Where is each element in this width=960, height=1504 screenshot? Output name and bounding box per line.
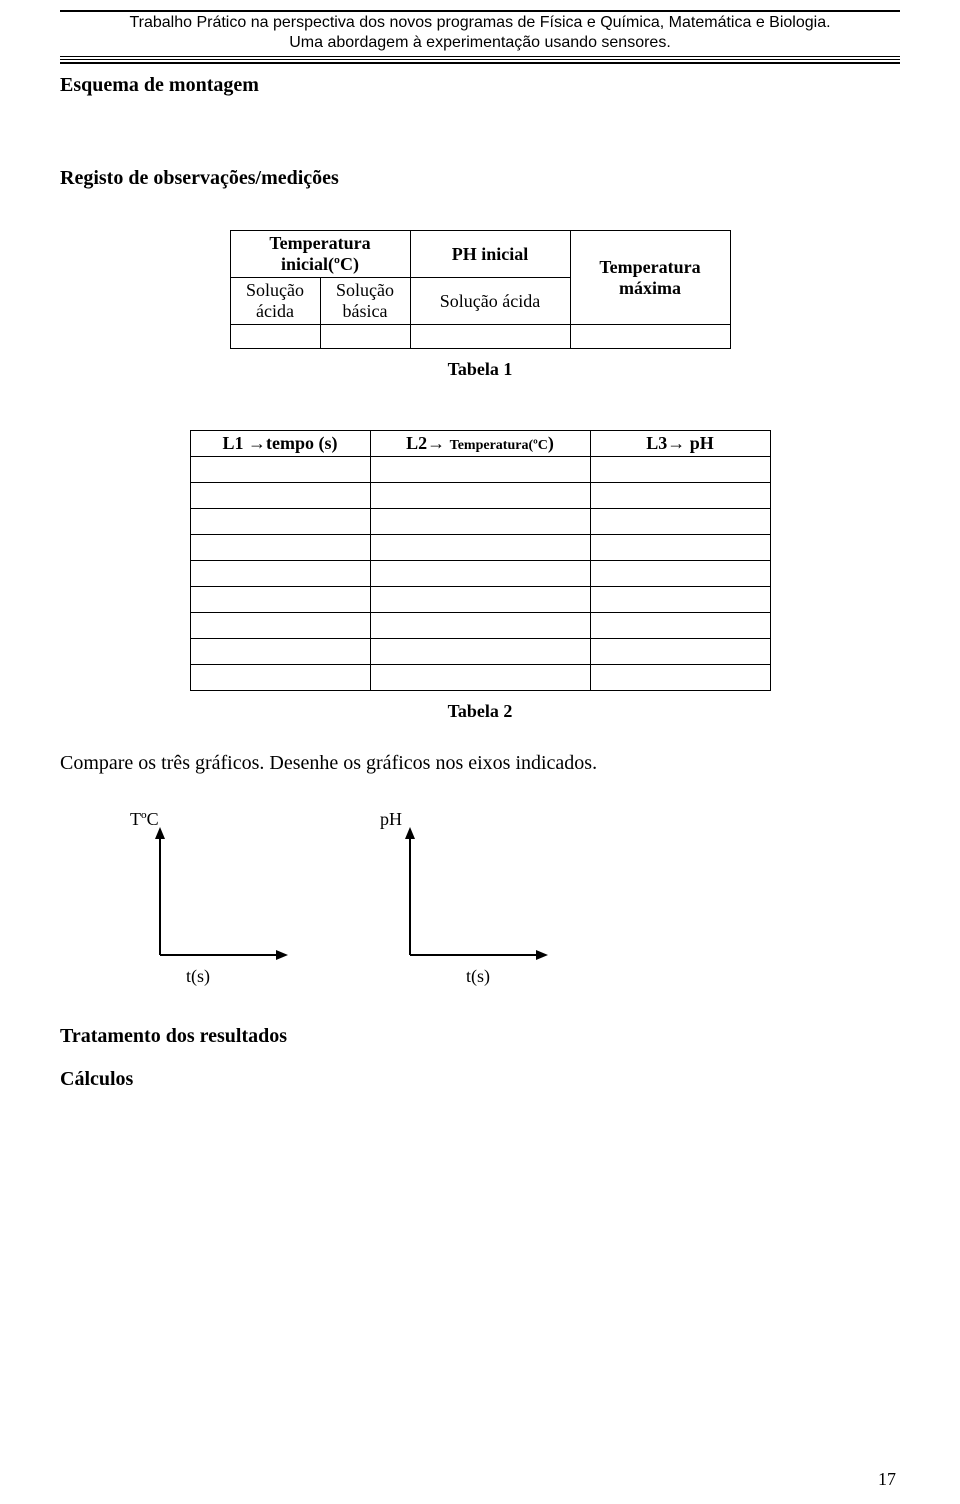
table2-container: L1 →tempo (s) L2→ Temperatura(ºC) L3→ pH	[60, 430, 900, 691]
t1-sub-ph-sol-acida: Solução ácida	[410, 278, 570, 325]
axis-right: pH t(s)	[360, 815, 560, 985]
t2-cell	[590, 535, 770, 561]
t2-cell	[590, 587, 770, 613]
axis-right-x-label: t(s)	[466, 966, 490, 987]
t1-header-ph-inicial: PH inicial	[410, 231, 570, 278]
page-number: 17	[878, 1469, 896, 1490]
t2-cell	[590, 613, 770, 639]
t2-cell	[590, 509, 770, 535]
t1-sub-sol-basica: Solução básica	[320, 278, 410, 325]
table-row	[190, 639, 770, 665]
t2-cell	[190, 665, 370, 691]
t2-cell	[190, 535, 370, 561]
table1-caption: Tabela 1	[60, 359, 900, 380]
axis-right-svg	[360, 815, 560, 985]
t1-cell	[570, 325, 730, 349]
calc-title: Cálculos	[60, 1068, 900, 1091]
t1-sub-sol-acida: Solução ácida	[230, 278, 320, 325]
t2-cell	[370, 587, 590, 613]
table-row	[190, 665, 770, 691]
t2-header-l2: L2→ Temperatura(ºC)	[370, 431, 590, 457]
t2-header-l3: L3→ pH	[590, 431, 770, 457]
axes-row: TºC t(s) pH t(s)	[100, 815, 900, 985]
t2-cell	[370, 639, 590, 665]
t2-cell	[370, 457, 590, 483]
axis-right-y-label: pH	[380, 809, 402, 830]
section-esquema-title: Esquema de montagem	[60, 74, 900, 97]
table-row	[190, 509, 770, 535]
t1-cell	[230, 325, 320, 349]
table-row	[190, 457, 770, 483]
compare-text: Compare os três gráficos. Desenhe os grá…	[60, 752, 900, 775]
t2-header-l1: L1 →tempo (s)	[190, 431, 370, 457]
table2-caption: Tabela 2	[60, 701, 900, 722]
t2-cell	[190, 613, 370, 639]
axis-left: TºC t(s)	[100, 815, 300, 985]
t1-cell	[320, 325, 410, 349]
table-row	[190, 483, 770, 509]
table1: Temperatura inicial(ºC) PH inicial Tempe…	[230, 230, 731, 349]
t2-cell	[590, 457, 770, 483]
t2-cell	[370, 509, 590, 535]
header-rule	[60, 59, 900, 60]
t2-cell	[370, 665, 590, 691]
t1-cell	[410, 325, 570, 349]
t1-header-temp-max: Temperatura máxima	[570, 231, 730, 325]
table-row	[190, 587, 770, 613]
table-row	[190, 561, 770, 587]
table-row	[230, 325, 730, 349]
t2-cell	[590, 561, 770, 587]
t2-cell	[190, 561, 370, 587]
t2-cell	[370, 613, 590, 639]
axis-left-x-label: t(s)	[186, 966, 210, 987]
page-header: Trabalho Prático na perspectiva dos novo…	[60, 10, 900, 64]
header-line2: Uma abordagem à experimentação usando se…	[60, 32, 900, 52]
t2-cell	[190, 509, 370, 535]
t2-cell	[370, 561, 590, 587]
t2-cell	[370, 483, 590, 509]
t2-cell	[590, 665, 770, 691]
axis-left-svg	[100, 815, 300, 985]
table-row	[190, 535, 770, 561]
table-row	[190, 613, 770, 639]
t1-header-temp-inicial: Temperatura inicial(ºC)	[230, 231, 410, 278]
t2-cell	[190, 587, 370, 613]
section-registo-title: Registo de observações/medições	[60, 167, 900, 190]
axis-left-y-label: TºC	[130, 809, 159, 830]
results-title: Tratamento dos resultados	[60, 1025, 900, 1048]
header-line1: Trabalho Prático na perspectiva dos novo…	[60, 14, 900, 32]
t2-cell	[190, 457, 370, 483]
t2-cell	[190, 483, 370, 509]
t2-cell	[590, 483, 770, 509]
table2-header-row: L1 →tempo (s) L2→ Temperatura(ºC) L3→ pH	[190, 431, 770, 457]
table1-container: Temperatura inicial(ºC) PH inicial Tempe…	[60, 230, 900, 349]
t2-cell	[370, 535, 590, 561]
t2-cell	[590, 639, 770, 665]
t2-cell	[190, 639, 370, 665]
table2: L1 →tempo (s) L2→ Temperatura(ºC) L3→ pH	[190, 430, 771, 691]
